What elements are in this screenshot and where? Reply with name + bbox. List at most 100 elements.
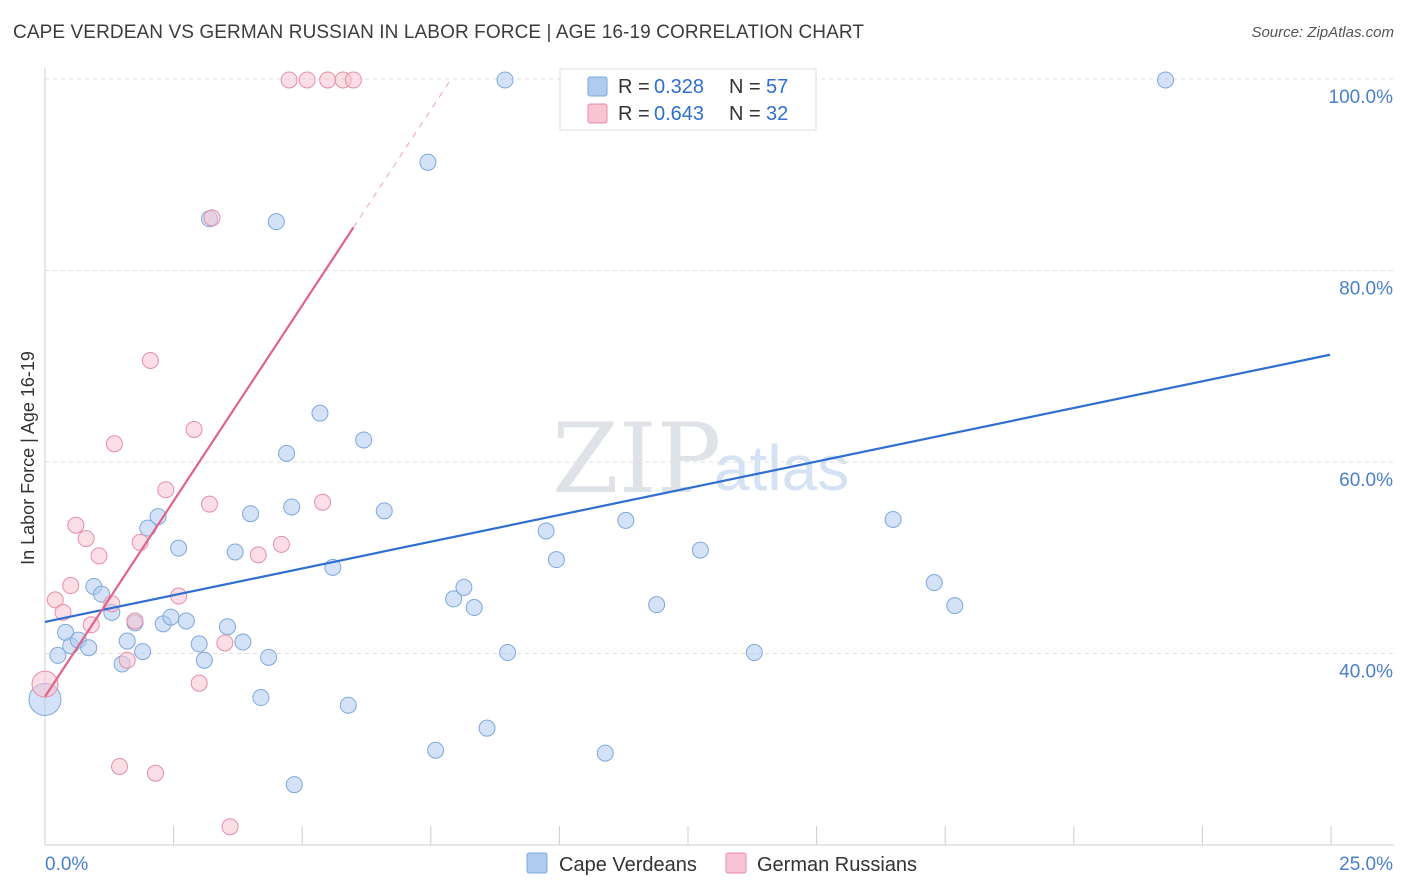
stats-blue-r-label: R =: [618, 76, 650, 98]
series-legend: Cape Verdeans German Russians: [526, 852, 917, 876]
cape-verdeans-point: [49, 646, 67, 664]
german-russians-point: [67, 516, 85, 534]
german-russians-point: [105, 435, 123, 453]
german-russians-point: [157, 481, 175, 499]
y-tick-label: 100.0%: [1329, 87, 1394, 108]
german-russians-point: [77, 530, 95, 548]
legend-german-russians-label: German Russians: [757, 854, 917, 876]
german-russians-point: [200, 495, 218, 513]
stats-blue-swatch: [587, 76, 608, 97]
cape-verdeans-point: [177, 612, 195, 630]
stats-pink-r-label: R =: [618, 103, 650, 125]
stats-pink-r-value: 0.643: [654, 103, 704, 125]
legend-cape-verdeans-label: Cape Verdeans: [559, 854, 697, 876]
cape-verdeans-point: [465, 599, 483, 617]
cape-verdeans-point: [195, 651, 213, 669]
cape-verdeans-point: [745, 644, 763, 662]
cape-verdeans-point: [283, 498, 301, 516]
german-russians-point: [147, 764, 165, 782]
y-axis-tick-labels: 100.0% 80.0% 60.0% 40.0%: [1329, 87, 1394, 683]
stats-pink-swatch: [587, 103, 608, 124]
gridlines: [45, 78, 1394, 654]
cape-verdeans-point: [537, 522, 555, 540]
cape-verdeans-point: [226, 543, 244, 561]
cape-verdeans-point: [499, 644, 517, 662]
cape-verdeans-point: [252, 689, 270, 707]
german-russians-point: [280, 71, 298, 89]
german-russians-trend-line: [44, 226, 355, 698]
cape-verdeans-point: [691, 541, 709, 559]
german-russians-point: [62, 577, 80, 595]
cape-verdeans-point: [242, 505, 260, 523]
x-axis-ticks: [44, 826, 1332, 845]
cape-verdeans-point: [375, 502, 393, 520]
legend-german-russians-swatch: [725, 852, 747, 874]
trend-layer: [44, 78, 1331, 698]
cape-verdeans-point: [427, 741, 445, 759]
cape-verdeans-point: [617, 511, 635, 529]
cape-verdeans-point: [234, 633, 252, 651]
german-russians-point: [344, 71, 362, 89]
stats-blue-r-value: 0.328: [654, 76, 704, 98]
y-tick-label: 40.0%: [1339, 662, 1393, 683]
german-russians-point: [221, 818, 239, 836]
cape-verdeans-point: [946, 597, 964, 615]
cape-verdeans-point: [445, 590, 463, 608]
cape-verdeans-point: [455, 578, 473, 596]
german-russians-point: [249, 546, 267, 564]
german-russians-point: [203, 209, 221, 227]
chart-title: CAPE VERDEAN VS GERMAN RUSSIAN IN LABOR …: [13, 22, 865, 43]
x-tick-label-max: 25.0%: [1339, 854, 1393, 875]
y-tick-label: 80.0%: [1339, 279, 1393, 300]
german-russians-point: [185, 420, 203, 438]
cape-verdeans-point: [285, 776, 303, 794]
cape-verdeans-point: [134, 643, 152, 661]
cape-verdeans-point: [355, 431, 373, 449]
german-russians-point: [272, 535, 290, 553]
cape-verdeans-point: [478, 719, 496, 737]
cape-verdeans-point: [339, 696, 357, 714]
stats-pink-n-label: N =: [729, 103, 761, 125]
chart-source: Source: ZipAtlas.com: [1251, 24, 1394, 41]
cape-verdeans-trend-line: [44, 353, 1331, 623]
cape-verdeans-point: [162, 608, 180, 626]
german-russians-trend-extension: [352, 78, 452, 228]
x-tick-label-min: 0.0%: [45, 854, 88, 875]
german-russians-point: [111, 757, 129, 775]
cape-verdeans-point: [884, 510, 902, 528]
cape-verdeans-point: [267, 213, 285, 231]
cape-verdeans-point: [260, 648, 278, 666]
legend-cape-verdeans-swatch: [526, 852, 548, 874]
cape-verdeans-point: [218, 618, 236, 636]
stats-pink-n-value: 32: [766, 103, 788, 125]
cape-verdeans-point: [1157, 71, 1175, 89]
y-tick-label: 60.0%: [1339, 470, 1393, 491]
german-russians-point: [90, 547, 108, 565]
cape-verdeans-point: [190, 635, 208, 653]
german-russians-point: [118, 651, 136, 669]
cape-verdeans-point: [311, 404, 329, 422]
german-russians-point: [46, 591, 64, 609]
german-russians-point: [31, 670, 59, 698]
stats-legend: R = 0.328 N = 57 R = 0.643 N = 32: [559, 68, 817, 131]
watermark-zip: ZIP: [552, 403, 721, 515]
german-russians-point: [190, 674, 208, 692]
cape-verdeans-point: [118, 632, 136, 650]
cape-verdeans-point: [170, 539, 188, 557]
cape-verdeans-point: [278, 444, 296, 462]
stats-blue-n-label: N =: [729, 76, 761, 98]
cape-verdeans-point: [419, 153, 437, 171]
stats-blue-n-value: 57: [766, 76, 788, 98]
german-russians-point: [298, 71, 316, 89]
german-russians-point: [216, 634, 234, 652]
german-russians-point: [314, 493, 332, 511]
german-russians-point: [141, 352, 159, 370]
cape-verdeans-point: [496, 71, 514, 89]
german-russians-point: [126, 612, 144, 630]
cape-verdeans-point: [596, 744, 614, 762]
cape-verdeans-point: [925, 574, 943, 592]
cape-verdeans-point: [547, 551, 565, 569]
y-axis-title: In Labor Force | Age 16-19: [18, 351, 38, 565]
cape-verdeans-point: [648, 596, 666, 614]
